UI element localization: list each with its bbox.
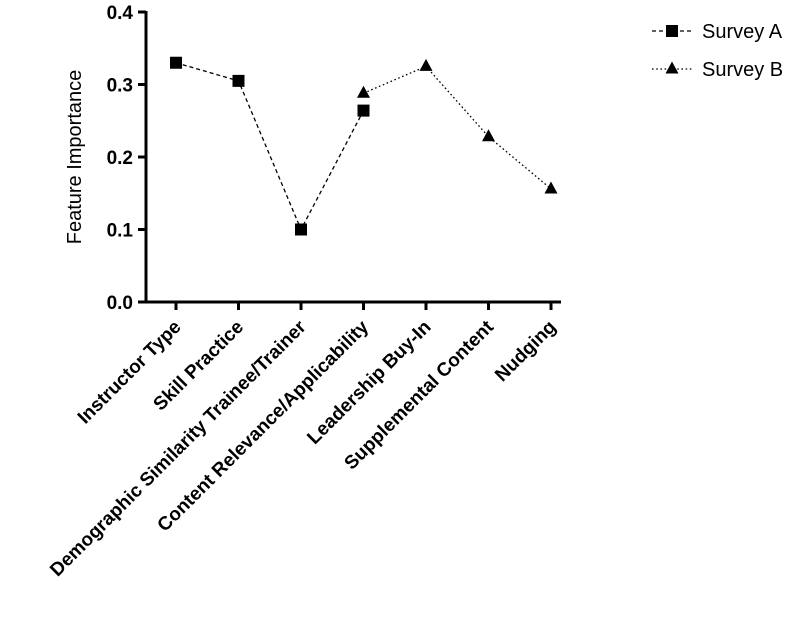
y-tick-label: 0.0 — [107, 293, 133, 314]
x-tick-label: Instructor Type — [74, 317, 186, 429]
legend: Survey A Survey B — [652, 21, 783, 81]
data-point — [419, 58, 433, 71]
series-line — [175, 62, 365, 232]
legend-item: Survey A — [652, 21, 783, 43]
y-axis-title: Feature Importance — [64, 70, 86, 245]
data-point — [482, 129, 495, 142]
data-point — [170, 56, 182, 69]
data-point — [544, 181, 558, 194]
x-tick-label: Leadership Buy-In — [303, 317, 435, 449]
legend-label: Survey B — [702, 59, 783, 81]
axes — [144, 11, 561, 304]
series-survey-b — [357, 58, 558, 194]
legend-item: Survey B — [652, 59, 783, 81]
y-tick-label: 0.1 — [107, 221, 134, 242]
y-tick-label: 0.3 — [107, 76, 133, 97]
series-line — [363, 65, 552, 190]
data-point — [357, 85, 370, 98]
data-point — [357, 104, 370, 117]
x-tick-label: Demographic Similarity Trainee/Trainer — [46, 316, 311, 581]
series-survey-a — [170, 56, 370, 236]
legend-marker — [666, 25, 678, 37]
x-tick-label: Nudging — [491, 317, 560, 386]
series-layer — [170, 56, 558, 236]
y-tick-label: 0.2 — [107, 148, 133, 169]
legend-marker — [665, 61, 679, 74]
y-tick-label: 0.4 — [107, 3, 134, 24]
y-axis-ticks: 0.0 0.1 0.2 0.3 0.4 — [107, 3, 146, 314]
data-point — [295, 223, 307, 236]
data-point — [232, 74, 245, 87]
legend-label: Survey A — [702, 21, 783, 43]
